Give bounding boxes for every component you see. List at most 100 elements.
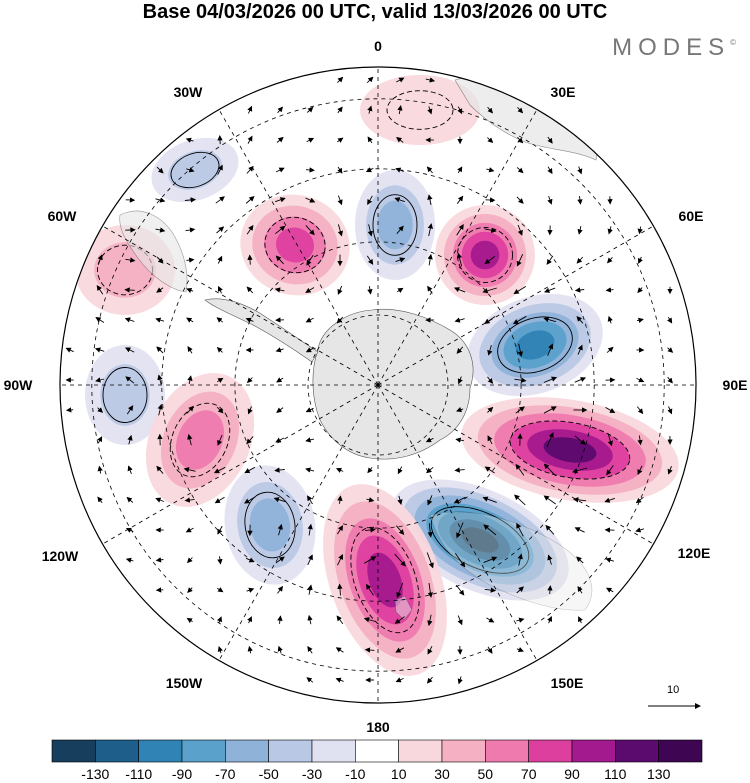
longitude-labels: 0 30E 60E 90E 120E 150E 180 150W 120W 90… [4, 38, 748, 735]
anomaly-low-southeast-115e [391, 479, 569, 601]
height-contour-line [102, 367, 148, 423]
wind-vector-arrow [337, 195, 343, 206]
colorbar-tick-label: -110 [125, 766, 152, 782]
wind-vector-arrow [515, 406, 525, 414]
colorbar-swatch [658, 739, 703, 763]
wind-vector-arrow [186, 317, 194, 323]
wind-vector-arrow [337, 137, 344, 143]
anomaly-contour [367, 552, 403, 608]
wind-vector-arrow [276, 407, 284, 413]
wind-vector-arrow [456, 407, 464, 413]
wind-vector-arrow [183, 467, 196, 473]
wind-vector-arrow [186, 287, 194, 293]
wind-vector-arrow [487, 376, 494, 384]
colorbar-tick-label: 110 [604, 766, 627, 782]
colorbar-tick-label: 10 [391, 766, 407, 782]
wind-vector-arrow [453, 496, 466, 504]
wind-vector-arrow [516, 617, 525, 623]
wind-vector-arrow [577, 196, 583, 205]
wind-vector-arrow [577, 225, 583, 235]
wind-vector-arrow [606, 587, 614, 593]
wind-vector-arrow [636, 377, 645, 383]
height-contour-line [350, 526, 420, 634]
wind-vector-arrow [516, 196, 524, 204]
wind-vector-arrow [185, 227, 196, 233]
height-contour-line [170, 151, 220, 189]
wind-vector-arrow [305, 167, 315, 173]
wind-vector-arrow [367, 195, 373, 205]
wind-vector-arrow [216, 406, 224, 414]
wind-vector-arrow [337, 106, 343, 114]
wind-vector-arrow [337, 285, 343, 295]
map-title: Base 04/03/2026 00 UTC, valid 13/03/2026… [142, 1, 608, 23]
wind-vector-arrow [156, 287, 164, 293]
height-contour-line [372, 194, 418, 256]
wind-vector-arrow [457, 615, 463, 626]
colorbar-swatch [311, 739, 356, 763]
wind-vector-arrow [276, 377, 284, 383]
wind-vector-arrow [576, 316, 584, 324]
wind-vector-arrow [427, 645, 433, 655]
wind-vector-arrow [217, 285, 223, 294]
latitude-circle [91, 98, 665, 672]
wind-vector-arrow [244, 496, 256, 504]
wind-vector-arrow [365, 167, 374, 173]
wind-vector-arrow [577, 586, 583, 594]
wind-vector-arrow [667, 406, 673, 415]
lon-label-150w: 150W [166, 675, 203, 691]
wind-vector-arrow [335, 677, 344, 683]
wind-vector-arrow [307, 614, 313, 625]
wind-vector-arrow [427, 582, 434, 598]
latitude-circle [307, 314, 449, 456]
logo-text: MODES [612, 34, 731, 61]
wind-vector-arrow [335, 647, 344, 653]
anomaly-contour [175, 410, 225, 470]
wind-vector-arrow [96, 285, 104, 295]
wind-vector-arrow [247, 135, 253, 144]
wind-vector-arrow [155, 227, 166, 233]
wind-vector-arrow [305, 287, 315, 293]
wind-vector-arrow [125, 376, 135, 384]
wind-vector-arrow [547, 195, 553, 205]
wind-vector-arrow [337, 166, 343, 174]
wind-vector-arrow [397, 466, 403, 475]
wind-vector-arrow [456, 195, 464, 204]
wind-vector-arrow [367, 136, 373, 144]
wind-vector-arrow [487, 344, 493, 356]
wind-vector-arrow [217, 255, 223, 264]
wind-vector-arrow [366, 583, 374, 596]
wind-vector-arrow [517, 136, 524, 144]
colorbar-swatch [181, 739, 226, 763]
wind-vector-arrow [637, 226, 643, 235]
wind-vector-arrow [276, 136, 284, 143]
meridian-line [102, 384, 379, 545]
height-contour-line [430, 506, 530, 574]
wind-vector-arrow [307, 646, 313, 654]
wind-vector-arrow [636, 317, 644, 323]
wind-vector-arrow [367, 286, 373, 295]
wind-vector-arrow [604, 497, 615, 503]
wind-vector-arrow [186, 257, 195, 263]
wind-vector-arrow [187, 346, 193, 354]
graticule [60, 67, 696, 703]
wind-vector-arrow [156, 465, 164, 474]
wind-vector-arrow [216, 317, 224, 323]
lon-label-90e: 90E [723, 377, 748, 393]
wind-vector-arrow [245, 196, 255, 204]
wind-vector-arrow [95, 377, 105, 383]
anomaly-low-west-90w [85, 345, 165, 445]
wind-vector-arrow [456, 346, 464, 354]
wind-vector-arrow [577, 344, 583, 355]
wind-vector-arrow [543, 316, 557, 323]
anomaly-field [75, 75, 679, 676]
colorbar-tick-label: 30 [434, 766, 450, 782]
wind-vector-arrow [544, 287, 556, 293]
anomaly-contour [100, 364, 150, 426]
wind-vector-arrow [185, 137, 194, 143]
wind-vector-arrow [306, 106, 314, 113]
meridian-line [377, 225, 654, 386]
wind-vector-arrow [306, 254, 314, 266]
wind-vector-arrow [487, 106, 493, 114]
wind-vector-arrow [426, 676, 433, 684]
